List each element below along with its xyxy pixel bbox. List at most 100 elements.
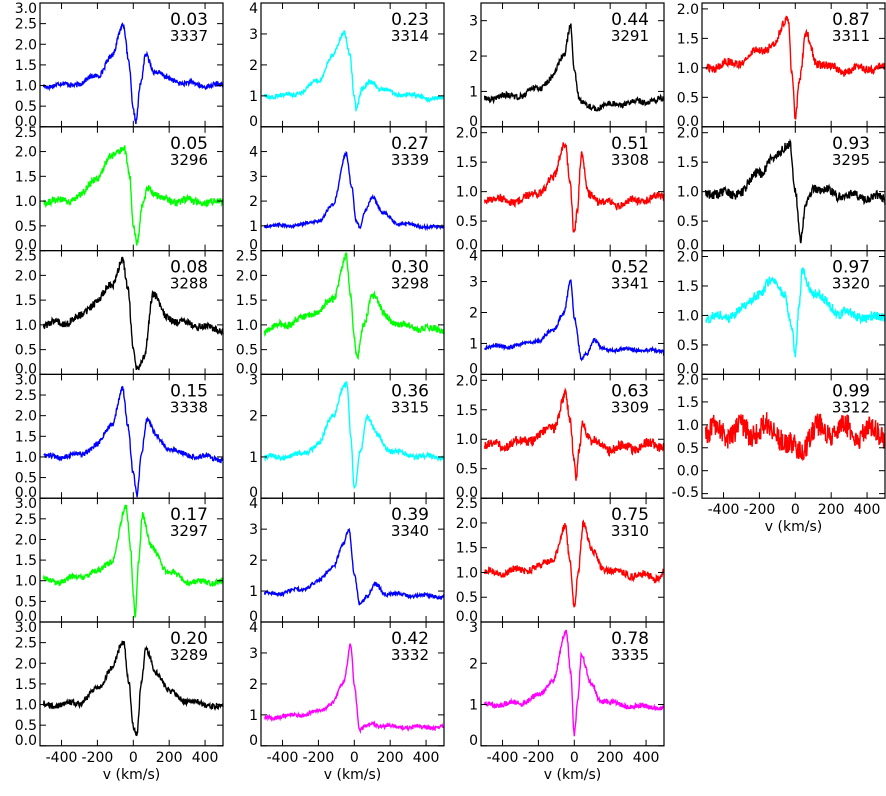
y-tick-label: 0.5: [677, 214, 699, 230]
y-tick-label: 2: [249, 194, 258, 210]
y-tick-label: 0.5: [456, 214, 478, 230]
y-tick-label: 0.5: [15, 99, 37, 115]
y-tick-label: 1: [249, 708, 258, 724]
phase-label: 0.78: [611, 629, 649, 649]
y-tick-label: 1.5: [456, 403, 478, 419]
y-tick-label: 2: [249, 553, 258, 569]
spectrum-line: [704, 412, 886, 462]
spectrum-line: [483, 629, 665, 737]
x-tick-label: 200: [597, 750, 624, 766]
spectrum-line: [263, 30, 445, 112]
y-tick-label: 3.0: [15, 496, 37, 512]
phase-label: 0.42: [391, 629, 429, 649]
spectrum-line: [42, 640, 224, 737]
y-tick-label: 0.0: [15, 609, 37, 625]
y-tick-label: 0.0: [15, 238, 37, 254]
y-tick-label: 1.5: [236, 293, 258, 309]
y-tick-label: 1.0: [456, 565, 478, 581]
spectrum-line: [263, 252, 445, 361]
y-tick-label: 0.5: [15, 219, 37, 235]
y-tick-label: 2.5: [15, 512, 37, 528]
spectrum-id-label: 3288: [170, 275, 208, 293]
y-tick-label: 0.0: [15, 361, 37, 377]
spectrum-id-label: 3289: [170, 646, 208, 664]
y-tick-label: 1.5: [15, 553, 37, 569]
y-tick-label: 0.0: [456, 485, 478, 501]
y-tick-label: 0.0: [15, 485, 37, 501]
y-tick-label: 0.5: [677, 338, 699, 354]
y-tick-label: 0.0: [677, 114, 699, 130]
y-tick-label: 0.0: [15, 114, 37, 130]
x-tick-label: -200: [82, 750, 114, 766]
y-tick-label: 0.5: [15, 343, 37, 359]
y-tick-label: 2.0: [677, 249, 699, 265]
y-tick-label: 1.0: [456, 185, 478, 201]
y-tick-label: 3: [249, 27, 258, 43]
phase-label: 0.08: [170, 258, 208, 278]
phase-label: 0.36: [391, 381, 429, 401]
y-tick-label: 0: [249, 485, 258, 501]
y-tick-label: 1.0: [15, 574, 37, 590]
y-tick-label: 2: [469, 656, 478, 672]
y-tick-label: 2.0: [236, 268, 258, 284]
y-tick-label: 1.0: [15, 698, 37, 714]
y-tick-label: 4: [249, 145, 258, 161]
y-tick-label: 3: [249, 646, 258, 662]
y-tick-label: -0.5: [672, 485, 699, 501]
y-tick-label: 4: [469, 249, 478, 265]
y-tick-label: 2: [469, 306, 478, 322]
y-tick-label: 4: [249, 496, 258, 512]
y-tick-label: 0.0: [677, 361, 699, 377]
phase-label: 0.99: [832, 381, 870, 401]
y-tick-label: 0.5: [456, 462, 478, 478]
y-tick-label: 1: [249, 89, 258, 105]
y-tick-label: 1.0: [677, 308, 699, 324]
spectrum-line: [42, 256, 224, 371]
spectrum-id-label: 3340: [391, 522, 429, 540]
spectrum-line: [263, 527, 445, 606]
y-tick-label: 0.0: [456, 238, 478, 254]
phase-label: 0.27: [391, 134, 429, 154]
y-tick-label: 0.5: [15, 471, 37, 487]
spectrum-id-label: 3335: [611, 646, 649, 664]
x-axis-label: v (km/s): [103, 767, 160, 783]
y-tick-label: 0: [469, 114, 478, 130]
spectrum-line: [263, 643, 445, 735]
y-tick-label: 0.0: [677, 238, 699, 254]
x-tick-label: 400: [413, 750, 440, 766]
y-tick-label: 0.0: [456, 609, 478, 625]
x-tick-label: -200: [523, 750, 555, 766]
phase-label: 0.75: [611, 505, 649, 525]
y-tick-label: 2.0: [677, 2, 699, 18]
phase-label: 0.03: [170, 10, 208, 30]
y-tick-label: 0: [469, 361, 478, 377]
phase-label: 0.93: [832, 134, 870, 154]
y-tick-label: 1.5: [456, 541, 478, 557]
spectrum-line: [705, 267, 886, 358]
y-tick-label: 3: [469, 14, 478, 30]
spectrum-id-label: 3298: [391, 275, 429, 293]
x-tick-label: -400: [708, 502, 740, 518]
y-tick-label: 2.0: [15, 145, 37, 161]
y-tick-label: 4: [249, 620, 258, 636]
y-tick-label: 2.0: [15, 268, 37, 284]
y-tick-label: 2.0: [15, 656, 37, 672]
y-tick-label: 0.5: [677, 90, 699, 106]
y-tick-label: 1: [469, 336, 478, 352]
spectrum-id-label: 3310: [611, 522, 649, 540]
x-tick-label: 0: [791, 502, 800, 518]
x-tick-label: 400: [633, 750, 660, 766]
y-tick-label: 1.5: [15, 293, 37, 309]
phase-label: 0.39: [391, 505, 429, 525]
